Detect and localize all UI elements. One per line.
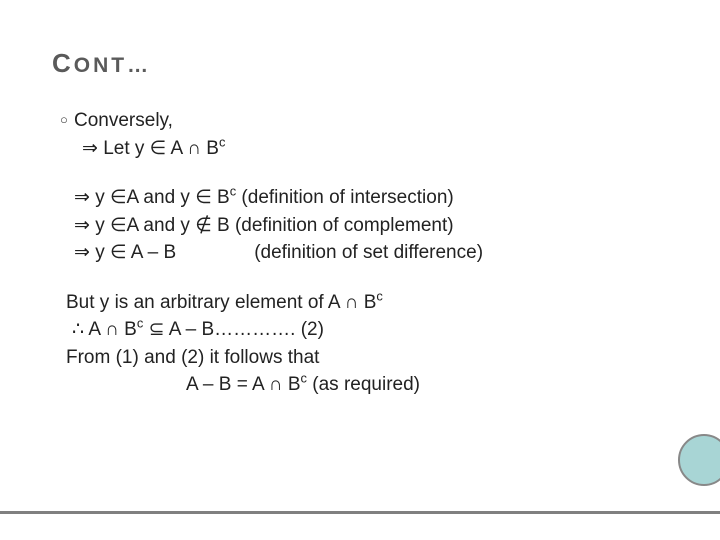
conversely-text: Conversely,: [74, 110, 173, 131]
block-conclusion: But y is an arbitrary element of A ∩ Bc …: [52, 289, 668, 399]
block-derivation: ⇒ y ∈A and y ∈ Bc (definition of interse…: [52, 184, 668, 267]
title-rest: ONT…: [74, 54, 151, 77]
deriv-line2: ⇒ y ∈A and y ∉ B (definition of compleme…: [74, 215, 454, 236]
concl-line3: From (1) and (2) it follows that: [66, 347, 319, 368]
deriv-line3a: ⇒ y ∈ A – B: [74, 242, 176, 263]
deriv-line3b: (definition of set difference): [254, 242, 483, 263]
concl-line4b: (as required): [307, 374, 420, 395]
deriv-line1b: (definition of intersection): [236, 187, 454, 208]
let-line: ⇒ Let y ∈ A ∩ B: [82, 138, 219, 159]
concl-line2b: ⊆ A – B…………. (2): [143, 319, 324, 340]
sup-c: c: [219, 134, 225, 149]
sup-c: c: [376, 288, 382, 303]
concl-line2a: ∴ A ∩ B: [72, 319, 137, 340]
title-first-letter: C: [52, 48, 74, 78]
bullet-icon: ○: [60, 111, 74, 130]
block-conversely: ○Conversely, ⇒ Let y ∈ A ∩ Bc: [52, 107, 668, 162]
deriv-line1a: ⇒ y ∈A and y ∈ B: [74, 187, 230, 208]
slide-title: CONT…: [52, 48, 668, 79]
footer-divider: [0, 511, 720, 514]
slide-content: ○Conversely, ⇒ Let y ∈ A ∩ Bc ⇒ y ∈A and…: [52, 107, 668, 399]
concl-line4: A – B = A ∩ B: [186, 374, 301, 395]
decorative-circle: [678, 434, 720, 486]
concl-line1: But y is an arbitrary element of A ∩ B: [66, 292, 376, 313]
